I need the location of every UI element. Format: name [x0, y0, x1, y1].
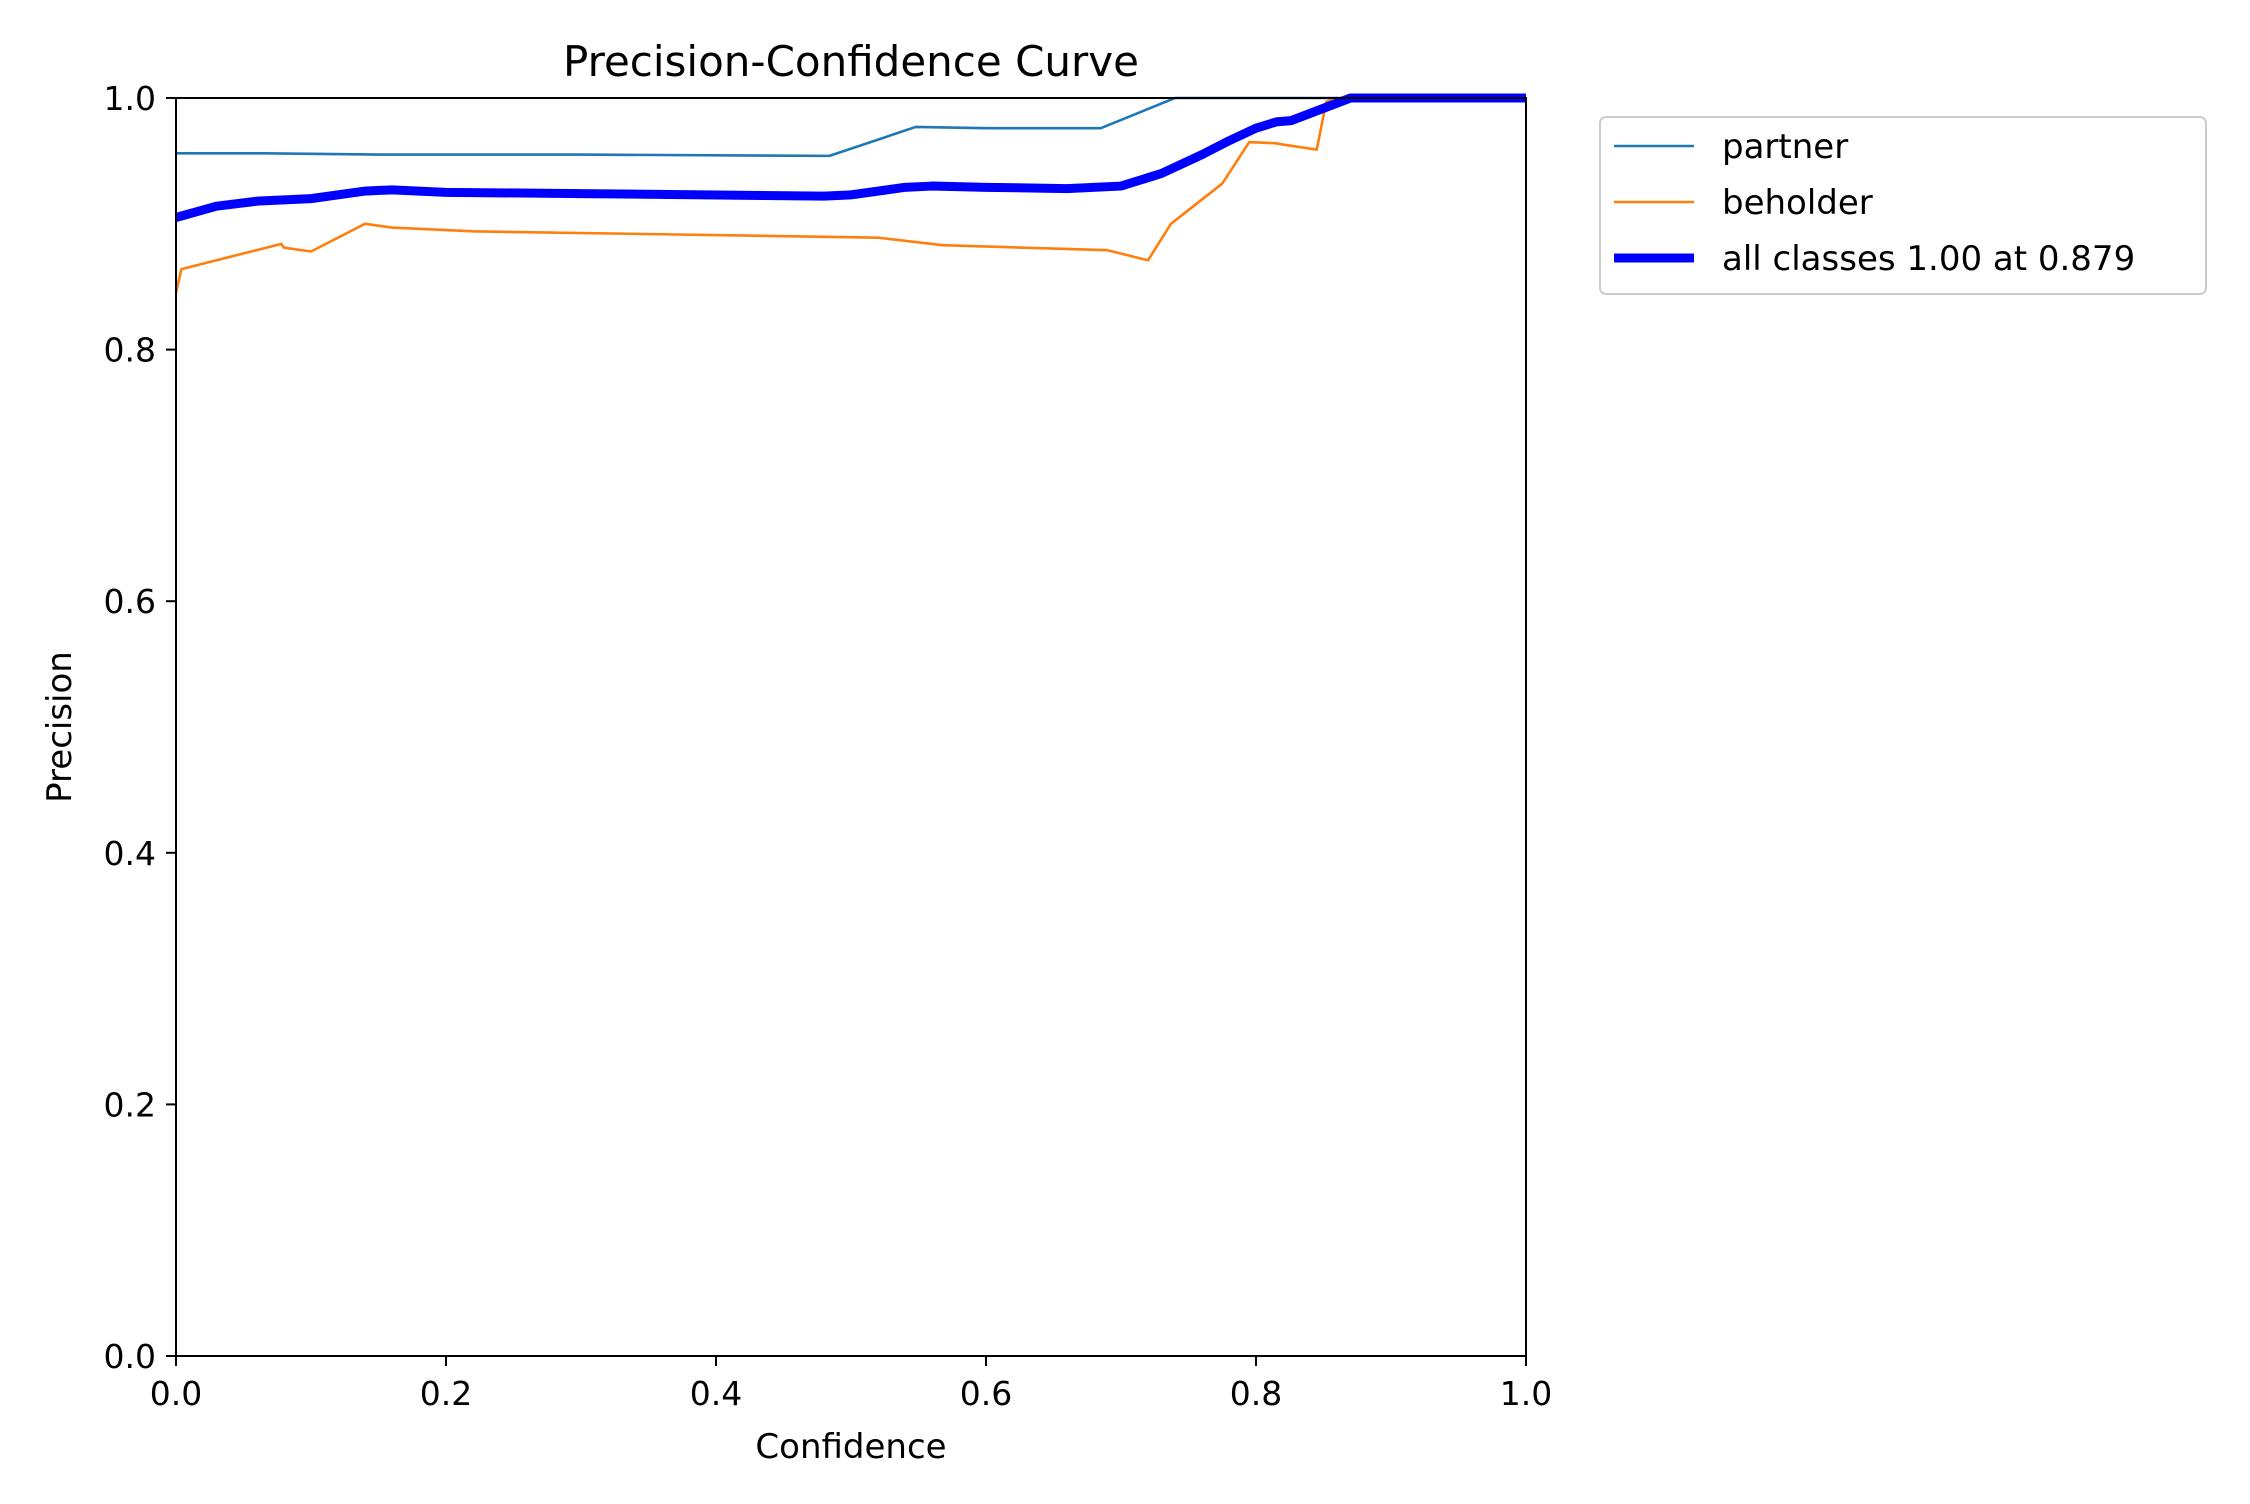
series-layer — [174, 93, 1526, 294]
legend-frame — [1599, 116, 2207, 295]
x-tick-label: 1.0 — [1500, 1374, 1552, 1413]
x-tick-label: 0.6 — [960, 1374, 1012, 1413]
x-tick-label: 0.4 — [690, 1374, 742, 1413]
series-line-1 — [174, 96, 1526, 294]
tick-layer: 0.0 0.2 0.4 0.6 0.8 1.0 0.0 0.2 0.4 0.6 0.8 1.0 — [104, 79, 1553, 1413]
y-tick-label: 0.8 — [104, 331, 156, 370]
plot-frame — [175, 97, 1527, 1357]
series-line-2 — [174, 93, 1526, 222]
series-line-0 — [176, 96, 1526, 158]
y-axis-label: Precision — [40, 651, 80, 803]
y-tick-label: 0.2 — [104, 1085, 156, 1124]
x-tick-label: 0.8 — [1230, 1374, 1282, 1413]
legend-label: all classes 1.00 at 0.879 — [1722, 239, 2135, 279]
y-tick-label: 0.0 — [104, 1337, 156, 1376]
plot-background — [176, 98, 1526, 1356]
legend: partner beholder all classes 1.00 at 0.879 — [1599, 116, 2207, 295]
chart-title: Precision-Confidence Curve — [563, 37, 1139, 86]
y-tick-label: 0.4 — [104, 834, 156, 873]
legend-label: beholder — [1722, 183, 1873, 223]
x-tick-label: 0.2 — [420, 1374, 472, 1413]
y-tick-label: 1.0 — [104, 79, 156, 118]
legend-entries: partner beholder all classes 1.00 at 0.879 — [1614, 127, 2135, 279]
y-tick-label: 0.6 — [104, 582, 156, 621]
legend-label: partner — [1722, 127, 1848, 167]
x-axis-label: Confidence — [755, 1427, 946, 1467]
x-tick-label: 0.0 — [150, 1374, 202, 1413]
